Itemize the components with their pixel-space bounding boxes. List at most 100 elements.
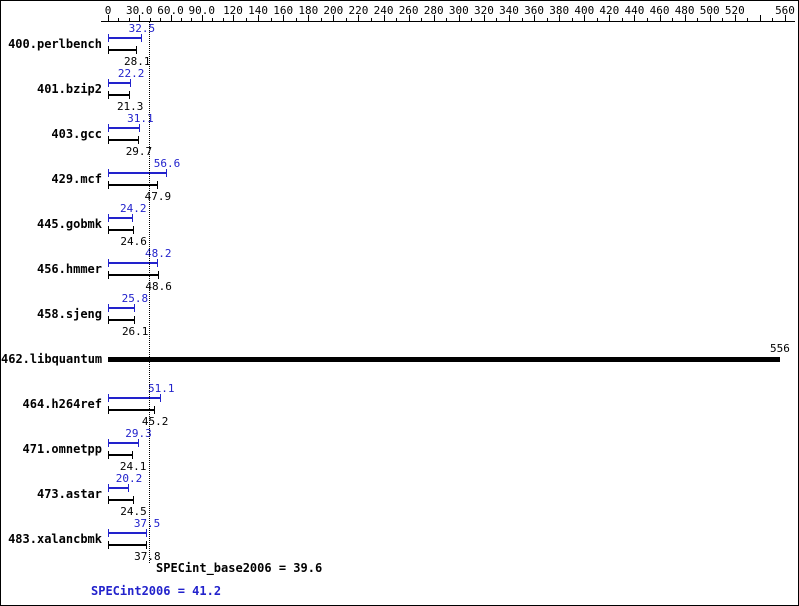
base-bar xyxy=(108,499,134,501)
peak-bar-left-cap xyxy=(108,484,109,492)
benchmark-label: 473.astar xyxy=(36,487,102,501)
axis-major-tick xyxy=(408,15,410,21)
benchmark-label: 458.sjeng xyxy=(36,307,102,321)
base-value-label: 24.6 xyxy=(120,235,147,248)
axis-tick-label: 340 xyxy=(499,4,519,17)
peak-value-label: 31.1 xyxy=(127,112,154,125)
axis-tick-label: 460 xyxy=(649,4,670,17)
base-value-label: 24.1 xyxy=(119,460,147,473)
base-bar-left-cap xyxy=(108,271,109,279)
axis-minor-tick xyxy=(245,18,247,21)
base-bar-left-cap xyxy=(108,226,109,234)
peak-bar-left-cap xyxy=(108,79,109,87)
axis-major-tick xyxy=(108,15,109,21)
base-bar xyxy=(108,184,158,186)
axis-tick-label: 60.0 xyxy=(157,4,184,17)
axis-major-tick xyxy=(483,15,485,21)
peak-bar-end-cap xyxy=(132,214,134,222)
axis-major-tick xyxy=(609,15,611,21)
axis-minor-tick xyxy=(471,18,473,21)
base-bar xyxy=(108,139,139,141)
base-bar-end-cap xyxy=(134,316,136,324)
axis-tick-label: 380 xyxy=(549,4,570,17)
combined-bar xyxy=(108,357,780,362)
axis-major-tick xyxy=(170,15,172,21)
axis-tick-label: 0 xyxy=(104,4,112,17)
peak-bar-left-cap xyxy=(108,259,109,267)
benchmark-label: 429.mcf xyxy=(51,172,102,186)
axis-minor-tick xyxy=(371,18,372,21)
axis-minor-tick xyxy=(571,18,573,21)
peak-bar-end-cap xyxy=(137,439,139,447)
axis-major-tick xyxy=(534,15,536,21)
base-value-label: 29.7 xyxy=(125,145,153,158)
axis-tick-label: 300 xyxy=(448,4,469,17)
axis-tick-label: 420 xyxy=(599,4,620,17)
axis-major-tick xyxy=(509,15,510,21)
axis-major-tick xyxy=(383,15,385,21)
peak-bar xyxy=(108,307,135,309)
base-value-label: 21.3 xyxy=(116,100,144,113)
axis-tick-label: 140 xyxy=(248,4,269,17)
axis-minor-tick xyxy=(722,18,724,21)
axis-tick-label: 480 xyxy=(674,4,695,17)
peak-value-label: 24.2 xyxy=(119,202,147,215)
peak-bar-end-cap xyxy=(165,169,167,177)
axis-major-tick xyxy=(684,15,686,21)
axis-minor-tick xyxy=(180,18,182,21)
peak-bar xyxy=(108,262,159,264)
axis-major-tick xyxy=(258,15,260,21)
axis-minor-tick xyxy=(621,18,623,21)
peak-bar-left-cap xyxy=(108,304,109,312)
base-bar xyxy=(108,274,159,276)
benchmark-label: 456.hmmer xyxy=(36,262,102,276)
base-summary-label: SPECint_base2006 = 39.6 xyxy=(156,561,323,575)
axis-tick-label: 280 xyxy=(423,4,444,17)
x-axis-line xyxy=(101,21,795,22)
axis-tick-label: 400 xyxy=(574,4,595,17)
axis-tick-label: 30.0 xyxy=(126,4,153,17)
axis-major-tick xyxy=(759,15,761,21)
base-bar-end-cap xyxy=(129,91,131,99)
axis-tick-label: 500 xyxy=(699,4,720,17)
axis-minor-tick xyxy=(160,18,162,21)
peak-value-label: 48.2 xyxy=(144,247,172,260)
axis-minor-tick xyxy=(672,18,674,21)
benchmark-label: 400.perlbench xyxy=(8,37,102,51)
peak-bar-left-cap xyxy=(108,394,109,402)
axis-major-tick xyxy=(433,15,435,21)
peak-bar xyxy=(108,217,134,219)
axis-minor-tick xyxy=(647,18,648,21)
peak-bar-left-cap xyxy=(108,34,109,42)
axis-major-tick xyxy=(559,15,561,21)
base-bar xyxy=(108,229,134,231)
base-value-label: 47.9 xyxy=(144,190,172,203)
peak-value-label: 29.3 xyxy=(125,427,152,440)
axis-major-tick xyxy=(634,15,636,21)
base-bar xyxy=(108,409,156,411)
base-bar-left-cap xyxy=(108,91,109,99)
axis-minor-tick xyxy=(128,18,130,21)
axis-tick-label: 120 xyxy=(223,4,243,17)
benchmark-label: 445.gobmk xyxy=(36,217,102,231)
axis-major-tick xyxy=(233,15,234,21)
axis-minor-tick xyxy=(270,18,272,21)
axis-minor-tick xyxy=(697,18,699,21)
base-bar-end-cap xyxy=(154,406,156,414)
axis-minor-tick xyxy=(496,18,498,21)
peak-bar-left-cap xyxy=(108,169,109,177)
peak-bar-end-cap xyxy=(139,124,141,132)
base-value-label: 45.2 xyxy=(141,415,169,428)
peak-bar xyxy=(108,127,141,129)
base-bar xyxy=(108,49,138,51)
peak-bar-end-cap xyxy=(160,394,162,402)
base-bar xyxy=(108,454,134,456)
axis-tick-label: 520 xyxy=(724,4,745,17)
axis-tick-label: 260 xyxy=(398,4,419,17)
axis-tick-label: 240 xyxy=(373,4,394,17)
benchmark-label: 464.h264ref xyxy=(22,397,102,411)
peak-value-label: 25.8 xyxy=(121,292,149,305)
axis-tick-label: 360 xyxy=(524,4,545,17)
axis-tick-label: 200 xyxy=(323,4,344,17)
